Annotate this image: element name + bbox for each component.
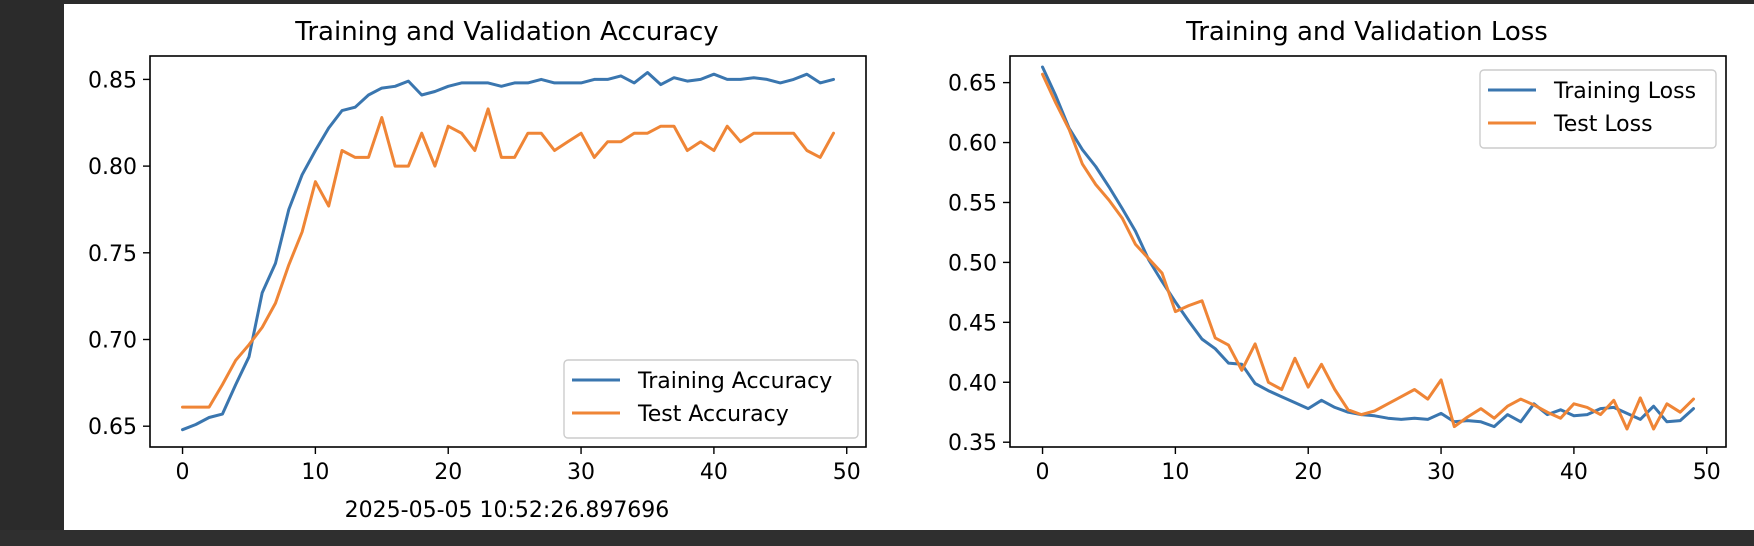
accuracy-legend-label: Test Accuracy [637,402,789,427]
loss-x-tick-label: 10 [1161,460,1189,485]
accuracy-y-tick-label: 0.70 [88,328,137,353]
accuracy-x-tick-label: 20 [434,460,462,485]
loss-y-tick-label: 0.45 [948,311,997,336]
loss-y-tick-label: 0.55 [948,191,997,216]
loss-subplot: Training and Validation Loss 0 10 20 30 40 50… [948,17,1727,485]
loss-y-tick-label: 0.50 [948,251,997,276]
accuracy-legend-box [563,359,859,439]
loss-legend-label: Test Loss [1553,112,1653,137]
loss-marks: 0 10 20 30 40 50 0.35 0.40 0.45 0.50 0.55 0.60 0.65 [948,65,1721,485]
accuracy-chart-title: Training and Validation Accuracy [294,17,718,47]
accuracy-x-tick-label: 0 [176,460,190,485]
accuracy-x-tick-label: 10 [301,460,329,485]
accuracy-y-tick-label: 0.75 [88,242,137,267]
accuracy-y-tick-label: 0.80 [88,155,137,180]
figure-canvas: Training and Validation Accuracy 0 10 20 30… [88,17,1727,523]
loss-legend-box [1479,69,1717,149]
loss-plot-frame [1009,55,1727,448]
figure-panel: Training and Validation Accuracy 0 10 20 30… [64,4,1754,530]
loss-x-tick-label: 0 [1036,460,1050,485]
accuracy-y-tick-label: 0.85 [88,68,137,93]
loss-y-tick-label: 0.35 [948,431,997,456]
loss-x-tick-label: 50 [1693,460,1721,485]
window-bottom-edge [0,530,1754,546]
accuracy-series-line-test [181,107,835,409]
loss-y-tick-label: 0.65 [948,72,997,97]
accuracy-marks: 0 10 20 30 40 50 0.65 0.70 0.75 0.80 0.85 [88,68,861,485]
loss-y-tick-label: 0.40 [948,371,997,396]
accuracy-x-tick-label: 50 [833,460,861,485]
accuracy-y-tick-label: 0.65 [88,415,137,440]
accuracy-legend: Training Accuracy Test Accuracy [563,359,859,439]
accuracy-plot-frame [149,55,867,448]
accuracy-x-tick-label: 30 [567,460,595,485]
accuracy-legend-label: Training Accuracy [637,369,832,394]
loss-chart-title: Training and Validation Loss [1185,17,1548,47]
loss-y-tick-label: 0.60 [948,132,997,157]
loss-legend: Training Loss Test Loss [1479,69,1717,149]
loss-series-line-training [1041,65,1695,429]
accuracy-x-tick-label: 40 [700,460,728,485]
loss-x-tick-label: 20 [1294,460,1322,485]
loss-x-tick-label: 30 [1427,460,1455,485]
timestamp-label: 2025-05-05 10:52:26.897696 [345,498,670,523]
loss-x-tick-label: 40 [1560,460,1588,485]
loss-legend-label: Training Loss [1553,79,1696,104]
loss-series-line-test [1041,72,1695,431]
accuracy-series-line-training [181,71,835,432]
accuracy-subplot: Training and Validation Accuracy 0 10 20 30… [88,17,867,485]
window-left-edge [0,0,64,546]
